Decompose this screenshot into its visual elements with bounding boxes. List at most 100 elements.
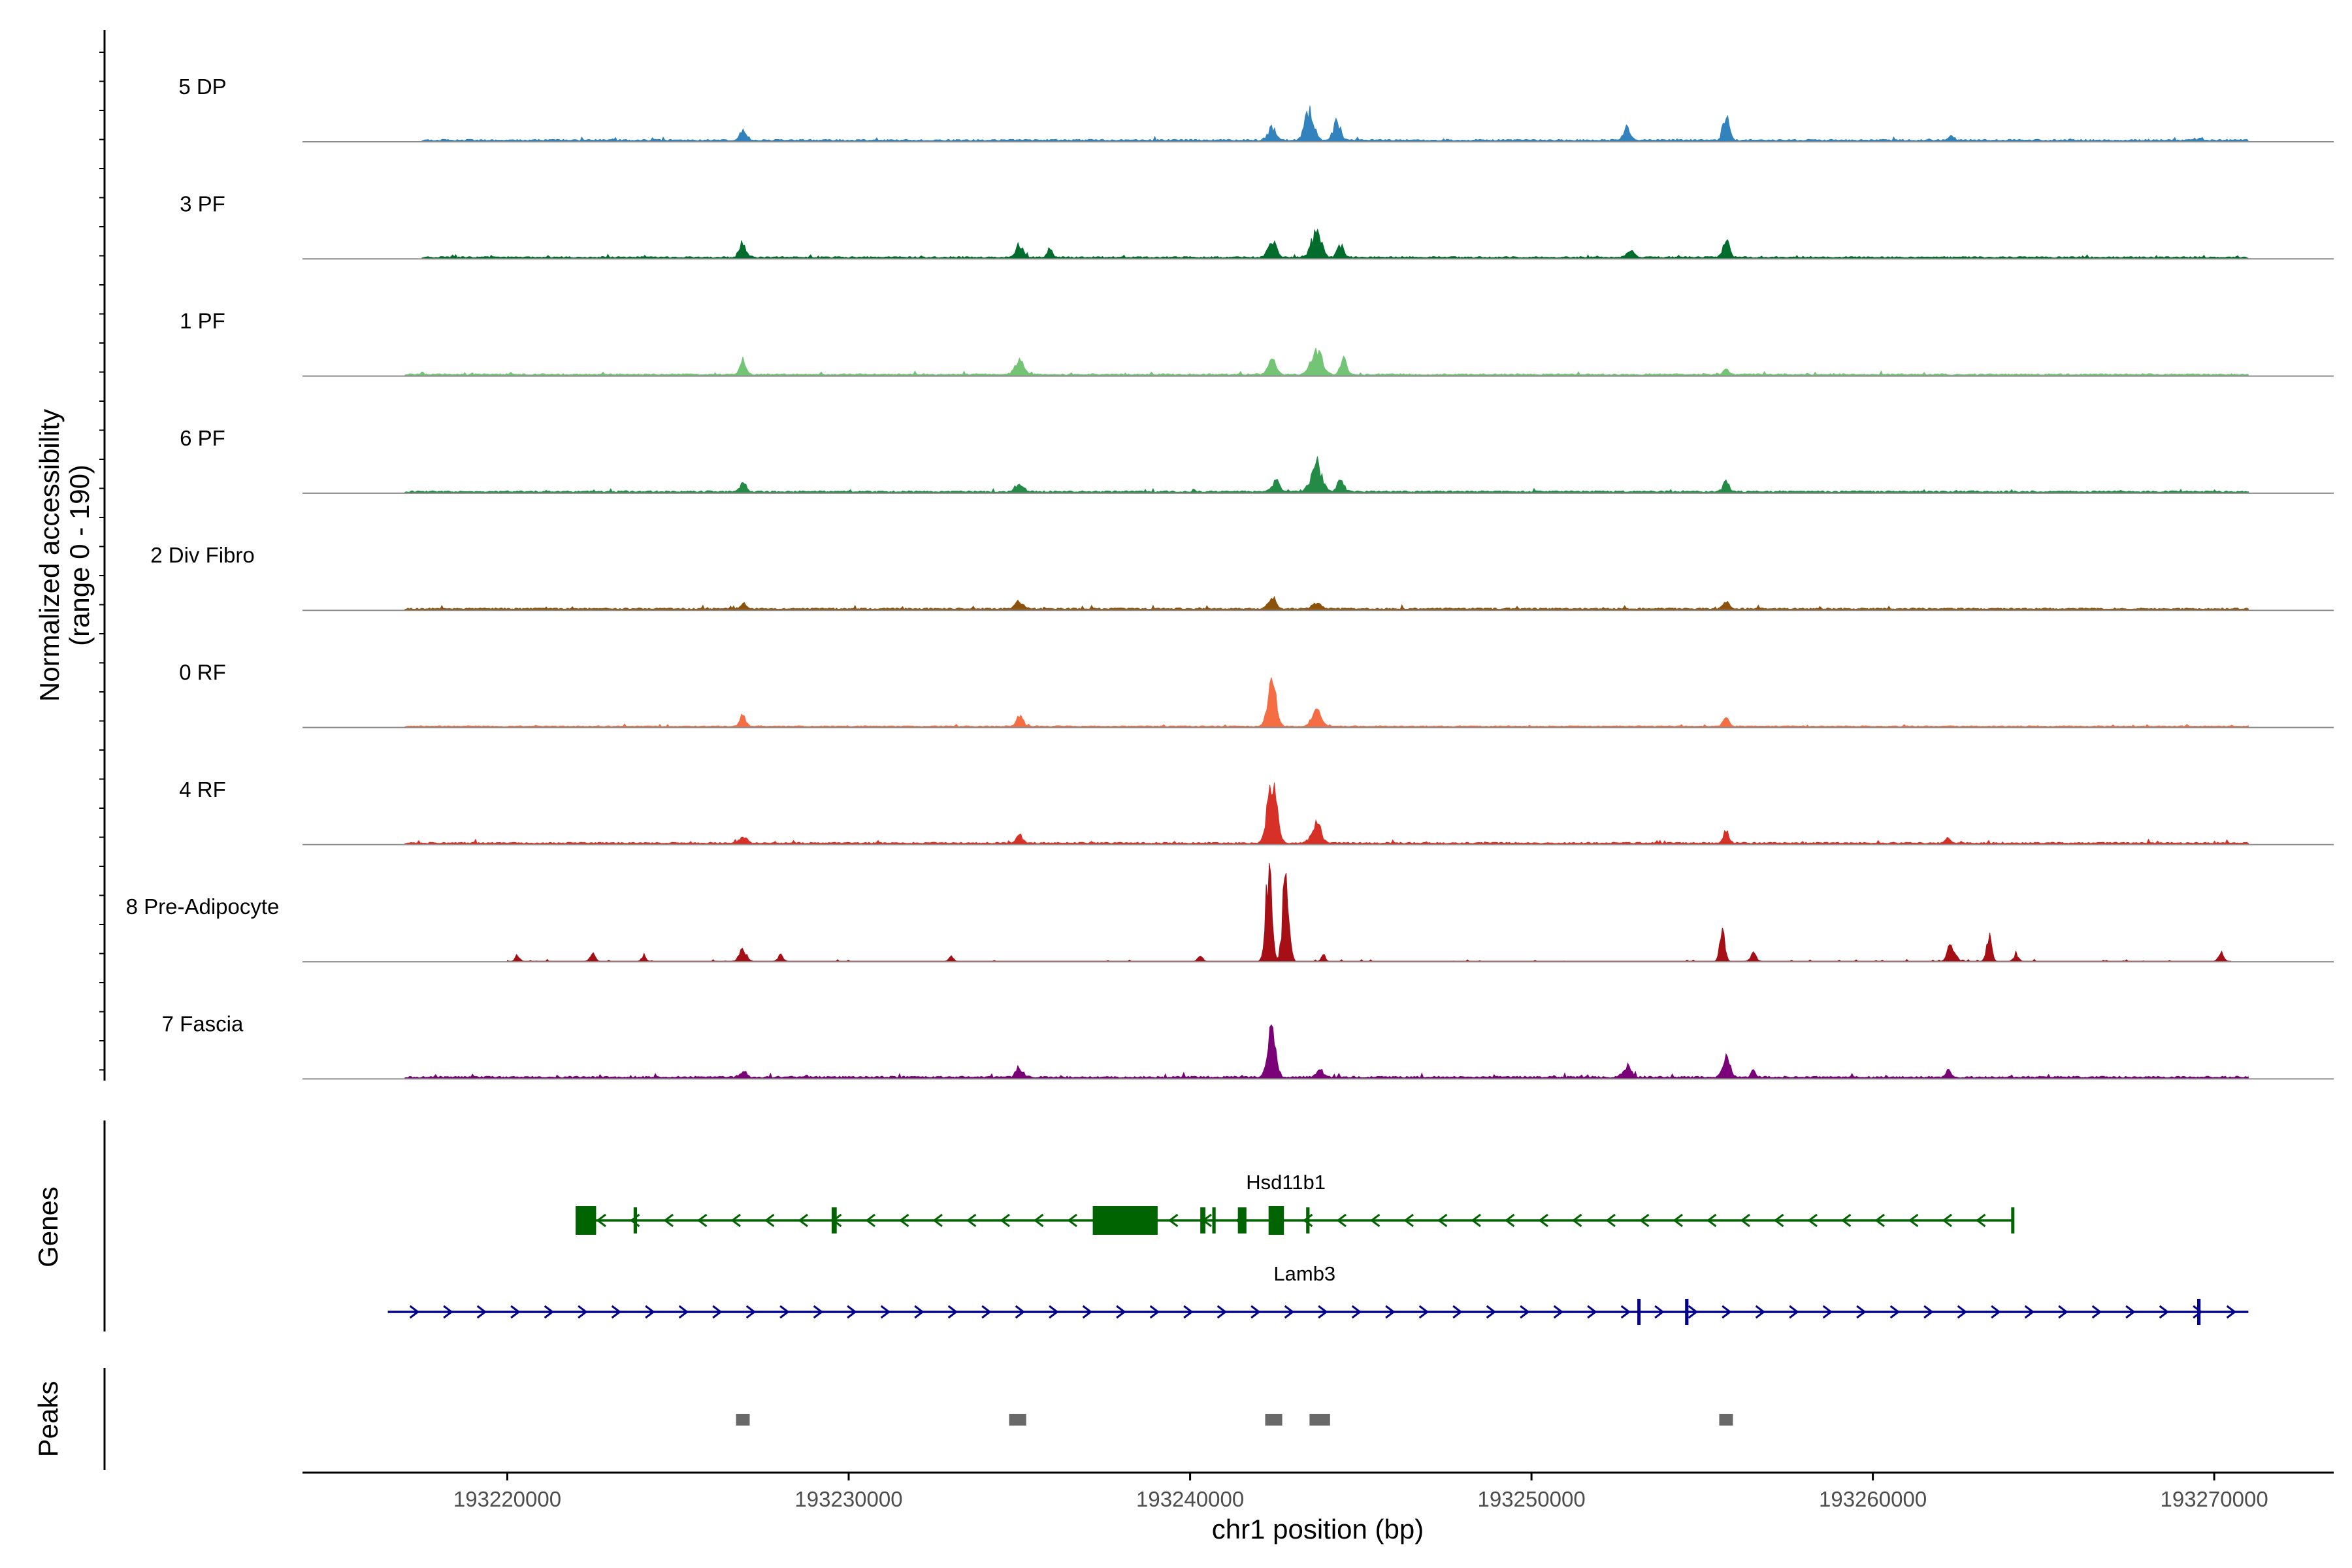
strand-arrow	[2193, 1305, 2203, 1319]
strand-arrow	[1034, 1213, 1044, 1228]
strand-arrow	[1553, 1305, 1564, 1319]
coverage-signal	[421, 228, 2249, 259]
track-2: 1 PF	[180, 309, 2334, 377]
strand-arrow	[1520, 1305, 1530, 1319]
strand-arrow	[1707, 1213, 1717, 1228]
strand-arrow	[2125, 1305, 2136, 1319]
x-tick-label: 193270000	[2161, 1487, 2268, 1511]
strand-arrow	[1976, 1213, 1986, 1228]
track-label: 3 PF	[180, 191, 225, 216]
peak-regions	[736, 1414, 1733, 1426]
strand-arrow	[1067, 1213, 1077, 1228]
strand-arrow	[1740, 1213, 1750, 1228]
strand-arrow	[1385, 1305, 1396, 1319]
strand-arrow	[596, 1213, 606, 1228]
strand-arrow	[847, 1305, 857, 1319]
track-label: 1 PF	[180, 309, 225, 333]
strand-arrow	[1336, 1213, 1347, 1228]
track-8: 7 Fascia	[162, 1011, 2334, 1080]
strand-arrow	[544, 1305, 555, 1319]
strand-arrow	[510, 1305, 521, 1319]
strand-arrow	[932, 1213, 943, 1228]
strand-arrow	[981, 1305, 992, 1319]
peaks-panel-title: Peaks	[33, 1381, 63, 1458]
track-label: 2 Div Fibro	[150, 543, 255, 567]
strand-arrow	[476, 1305, 487, 1319]
coverage-signal	[404, 782, 2249, 845]
gene-exon	[831, 1207, 837, 1233]
strand-arrow	[1923, 1305, 1934, 1319]
strand-arrow	[1351, 1305, 1362, 1319]
peak-region	[1309, 1414, 1330, 1426]
strand-arrow	[1874, 1213, 1885, 1228]
strand-arrow	[1889, 1305, 1901, 1319]
x-axis-title: chr1 position (bp)	[1212, 1514, 1424, 1544]
strand-arrow	[1403, 1213, 1414, 1228]
strand-arrow	[1807, 1213, 1818, 1228]
strand-arrow	[1082, 1305, 1093, 1319]
track-5: 0 RF	[179, 661, 2334, 728]
coverage-signal	[404, 456, 2249, 493]
strand-arrow	[1418, 1305, 1429, 1319]
strand-arrow	[813, 1305, 824, 1319]
peak-region	[1265, 1414, 1282, 1426]
x-tick-label: 193260000	[1819, 1487, 1927, 1511]
gene-exon	[1237, 1207, 1247, 1233]
strand-arrow	[1538, 1213, 1548, 1228]
strand-arrow	[1957, 1305, 1968, 1319]
strand-arrow	[764, 1213, 775, 1228]
coverage-signal	[404, 1024, 2249, 1079]
gene-exon	[2197, 1299, 2201, 1325]
strand-arrow	[1183, 1305, 1194, 1319]
track-4: 2 Div Fibro	[150, 543, 2334, 612]
genes-panel-title: Genes	[33, 1186, 63, 1267]
coverage-signal	[404, 348, 2249, 376]
gene-exon	[1306, 1207, 1310, 1233]
x-tick-label: 193240000	[1136, 1487, 1244, 1511]
track-0: 5 DP	[178, 74, 2334, 142]
track-label: 8 Pre-Adipocyte	[126, 894, 280, 919]
strand-arrow	[443, 1305, 453, 1319]
strand-arrow	[663, 1213, 674, 1228]
strand-arrow	[1505, 1213, 1515, 1228]
peak-region	[1719, 1414, 1733, 1426]
strand-arrow	[1116, 1305, 1126, 1319]
x-tick-label: 193250000	[1478, 1487, 1586, 1511]
gene-exon	[1685, 1299, 1689, 1325]
strand-arrow	[1605, 1213, 1616, 1228]
strand-arrow	[1572, 1213, 1582, 1228]
gene-lamb3: Lamb3	[387, 1262, 2249, 1325]
strand-arrow	[1942, 1213, 1952, 1228]
strand-arrow	[2091, 1305, 2102, 1319]
strand-arrow	[745, 1305, 757, 1319]
strand-arrow	[1856, 1305, 1867, 1319]
strand-arrow	[880, 1305, 891, 1319]
track-6: 4 RF	[179, 777, 2334, 845]
strand-arrow	[1370, 1213, 1380, 1228]
gene-name-label: Hsd11b1	[1246, 1171, 1326, 1194]
strand-arrow	[1452, 1305, 1463, 1319]
strand-arrow	[1722, 1305, 1732, 1319]
tracks-y-axis-ticks	[99, 52, 105, 1071]
track-3: 6 PF	[180, 426, 2334, 494]
strand-arrow	[1620, 1305, 1631, 1319]
strand-arrow	[914, 1305, 924, 1319]
coverage-signal	[404, 595, 2249, 610]
strand-arrow	[1000, 1213, 1010, 1228]
x-tick-label: 193230000	[794, 1487, 902, 1511]
y-axis-title: Normalized accessibility(range 0 - 190)	[34, 409, 95, 702]
strand-arrow	[2226, 1305, 2237, 1319]
track-1: 3 PF	[180, 191, 2334, 260]
strand-arrow	[779, 1305, 790, 1319]
gene-exon	[633, 1207, 637, 1233]
x-axis-ticks: 193220000 193230000 193240000 193250000 1932…	[453, 1473, 2268, 1511]
peak-region	[1009, 1414, 1026, 1426]
gene-name-label: Lamb3	[1273, 1262, 1335, 1285]
strand-arrow	[1217, 1305, 1228, 1319]
gene-exon	[576, 1206, 596, 1235]
strand-arrow	[2024, 1305, 2035, 1319]
coverage-signal	[404, 677, 2249, 727]
track-label: 6 PF	[180, 426, 225, 450]
